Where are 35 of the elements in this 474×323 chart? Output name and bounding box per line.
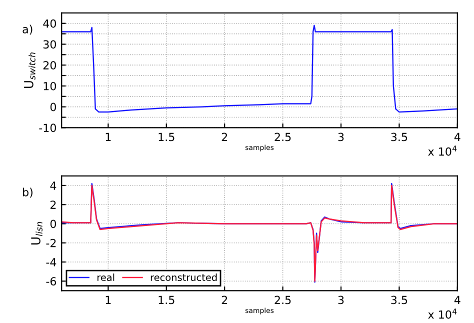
x-tick-label: 1 (106, 296, 111, 304)
x-tick-label: 1 (106, 132, 111, 142)
y-tick-label: 2 (50, 200, 56, 209)
x-tick-label: 3.5 (391, 132, 408, 142)
y-tick-label: -10 (39, 124, 56, 132)
y-tick-label: 0 (50, 102, 56, 112)
y-axis-title: U$_{switch}$ (24, 52, 36, 88)
y-tick-label: -6 (46, 277, 56, 286)
y-tick-label: 0 (50, 220, 56, 228)
text: x 10$^{4}$ (428, 146, 457, 156)
y-axis-title: U$_{lisn}$ (31, 222, 42, 245)
y-tick-label: 40 (43, 19, 56, 28)
legend-label: real (98, 274, 114, 282)
text: x 10$^{4}$ (428, 308, 457, 319)
x-tick-label: 4 (454, 296, 460, 304)
x-tick-label: 2.5 (274, 296, 291, 304)
line-series (62, 24, 458, 113)
y-tick-label: 4 (50, 182, 56, 190)
y-tick-label: 20 (43, 61, 56, 70)
x-tick-label: 1.5 (158, 296, 174, 304)
x-tick-label: 2.5 (274, 132, 291, 142)
legend-label: reconstructed (150, 274, 217, 282)
x-tick-label: 3.5 (391, 296, 408, 304)
x-tick-label: 2 (222, 132, 228, 142)
x-tick-label: 4 (454, 132, 460, 142)
x-tick-label: 2 (222, 296, 228, 304)
x-tick-label: 3 (338, 296, 344, 304)
y-tick-label: -2 (46, 238, 56, 248)
y-tick-label: -4 (46, 258, 56, 266)
x-tick-label: 1.5 (158, 132, 174, 142)
y-tick-label: 10 (44, 82, 56, 90)
text: b) (23, 188, 32, 198)
y-tick-label: 30 (43, 40, 56, 49)
x-tick-label: 3 (338, 132, 344, 142)
text: a) (22, 24, 32, 35)
